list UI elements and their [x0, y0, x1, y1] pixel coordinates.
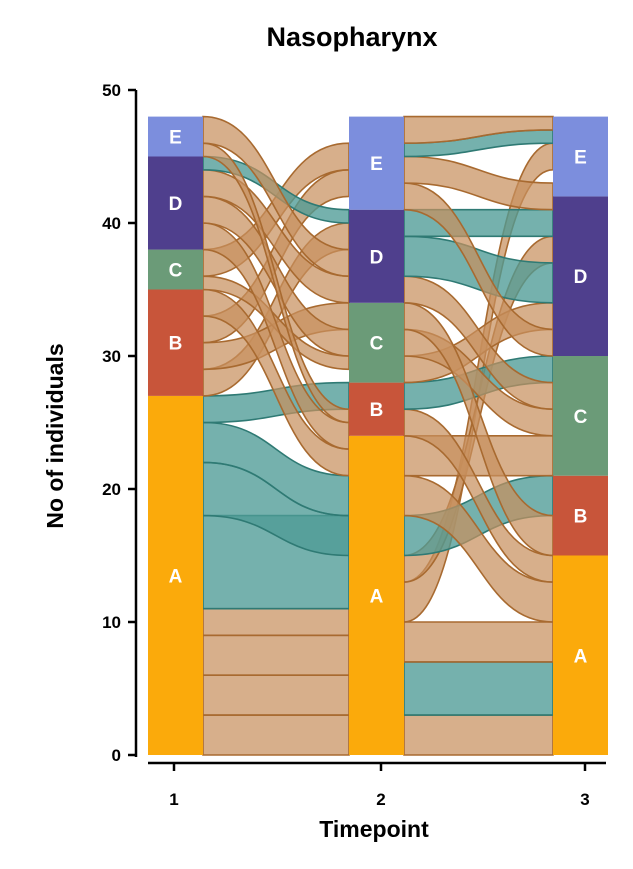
x-axis-title: Timepoint [319, 816, 429, 842]
axes-layer [134, 90, 606, 765]
x-ticks: 1 2 3 [169, 763, 590, 809]
flow-t2-t3-1 [403, 661, 554, 716]
stack-t3-label-A: A [574, 646, 588, 667]
stack-t3-label-E: E [574, 148, 587, 169]
flow-t1-t2-0 [202, 714, 350, 756]
flow-t2-t3-0 [403, 714, 554, 756]
y-ticks: 0 10 20 30 40 50 [102, 81, 136, 765]
flow-t2-t3-2 [403, 621, 554, 663]
stack-t3-label-C: C [574, 407, 588, 428]
stack-t3-segment-E [553, 116, 608, 197]
stack-t2-segment-C [349, 302, 404, 383]
y-tick-label-20: 20 [102, 480, 121, 499]
stack-t2-label-E: E [370, 154, 383, 175]
stack-t1-segment-C [148, 249, 203, 290]
stack-t2-segment-B [349, 382, 404, 436]
stack-t1-label-B: B [169, 334, 183, 355]
x-tick-label-2: 2 [376, 790, 385, 809]
x-tick-label-1: 1 [169, 790, 178, 809]
stack-t1-segment-D [148, 156, 203, 250]
y-tick-label-0: 0 [112, 746, 121, 765]
x-tick-label-3: 3 [580, 790, 589, 809]
chart-title: Nasopharynx [266, 22, 437, 52]
stack-t3-segment-C [553, 356, 608, 476]
stack-t3-label-B: B [574, 507, 588, 528]
stack-t2-segment-D [349, 209, 404, 303]
y-tick-label-40: 40 [102, 214, 121, 233]
y-tick-label-50: 50 [102, 81, 121, 100]
flow-t1-t2-1 [202, 674, 350, 716]
stack-t1-segment-E [148, 116, 203, 157]
y-tick-label-30: 30 [102, 347, 121, 366]
stack-t2-label-D: D [370, 247, 384, 268]
stack-t1-label-D: D [169, 194, 183, 215]
stack-t2-label-B: B [370, 400, 384, 421]
y-tick-label-10: 10 [102, 613, 121, 632]
stack-t1-segment-B [148, 289, 203, 396]
stack-t3-segment-A [553, 555, 608, 755]
stack-t3-segment-B [553, 475, 608, 556]
stack-t2-segment-E [349, 116, 404, 210]
stack-t1-label-C: C [169, 261, 183, 282]
y-axis-title: No of individuals [42, 343, 68, 528]
stack-t2-label-C: C [370, 334, 384, 355]
stack-t2-segment-A [349, 435, 404, 755]
flow-t1-t2-3 [202, 607, 350, 637]
stack-t1-segment-A [148, 395, 203, 755]
stack-t2-label-A: A [370, 586, 384, 607]
flow-t1-t2-2 [202, 634, 350, 677]
stack-t3-segment-D [553, 196, 608, 356]
stacks-layer: A B C D E A B C D E A B C D E [148, 116, 608, 755]
stack-t1-label-E: E [169, 128, 182, 149]
stack-t3-label-D: D [574, 267, 588, 288]
stack-t1-label-A: A [169, 566, 183, 587]
flows-layer [202, 115, 554, 756]
